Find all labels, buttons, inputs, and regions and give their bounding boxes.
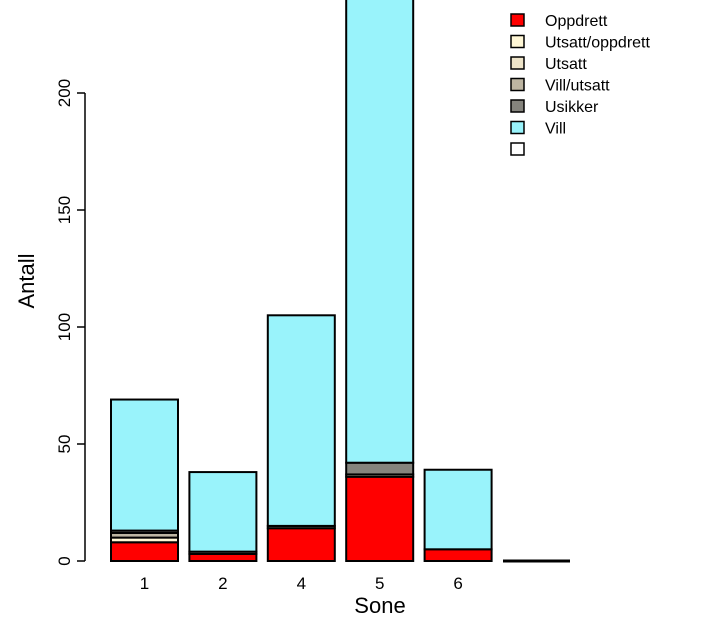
y-tick-label: 100 bbox=[55, 313, 74, 341]
legend-label: Usikker bbox=[545, 99, 599, 116]
bar-segment bbox=[266, 527, 336, 562]
legend-item bbox=[510, 142, 525, 156]
x-tick-label: 4 bbox=[297, 574, 306, 593]
legend-item: Oppdrett bbox=[510, 13, 608, 30]
x-tick-label: 2 bbox=[218, 574, 227, 593]
y-tick-label: 50 bbox=[55, 435, 74, 454]
legend-swatch bbox=[510, 34, 525, 49]
legend-item: Usikker bbox=[510, 99, 599, 116]
legend-swatch bbox=[510, 99, 525, 113]
legend-item: Utsatt bbox=[510, 56, 587, 73]
x-axis-title: Sone bbox=[354, 593, 405, 618]
plot-area bbox=[110, 0, 570, 563]
x-axis: 1 2 4 5 6 bbox=[140, 574, 463, 593]
legend: Oppdrett Utsatt/oppdrett Utsatt Vill/utsatt… bbox=[510, 13, 651, 156]
y-tick-label: 0 bbox=[55, 556, 74, 565]
bar-segment bbox=[110, 541, 179, 563]
bar-segment bbox=[188, 471, 258, 553]
y-tick-label: 150 bbox=[55, 196, 74, 224]
legend-swatch bbox=[510, 13, 525, 27]
y-tick-label: 200 bbox=[55, 79, 74, 107]
legend-label: Utsatt/oppdrett bbox=[545, 35, 651, 52]
legend-label: Utsatt bbox=[545, 56, 587, 73]
legend-swatch bbox=[510, 77, 525, 92]
bar-segment bbox=[345, 475, 415, 563]
legend-swatch bbox=[510, 56, 525, 70]
x-tick-label: 6 bbox=[453, 574, 462, 593]
legend-label: Vill/utsatt bbox=[545, 78, 610, 95]
y-axis: 0 50 100 150 200 bbox=[55, 79, 86, 566]
x-tick-label: 5 bbox=[375, 574, 384, 593]
bar-segment bbox=[266, 314, 336, 527]
legend-label: Oppdrett bbox=[545, 13, 608, 30]
bar-segment bbox=[345, 461, 415, 476]
legend-item: Utsatt/oppdrett bbox=[510, 34, 651, 52]
x-tick-label: 1 bbox=[140, 574, 149, 593]
legend-item: Vill bbox=[510, 120, 566, 138]
bar-segment bbox=[423, 468, 493, 551]
y-axis-title: Antall bbox=[14, 253, 39, 308]
legend-item: Vill/utsatt bbox=[510, 77, 610, 95]
bar-segment bbox=[423, 548, 493, 562]
legend-swatch bbox=[510, 120, 525, 135]
bar-segment bbox=[110, 398, 179, 532]
legend-swatch bbox=[510, 142, 525, 156]
bar-segment bbox=[345, 0, 415, 464]
legend-label: Vill bbox=[545, 121, 566, 138]
bar-segment bbox=[188, 552, 258, 562]
